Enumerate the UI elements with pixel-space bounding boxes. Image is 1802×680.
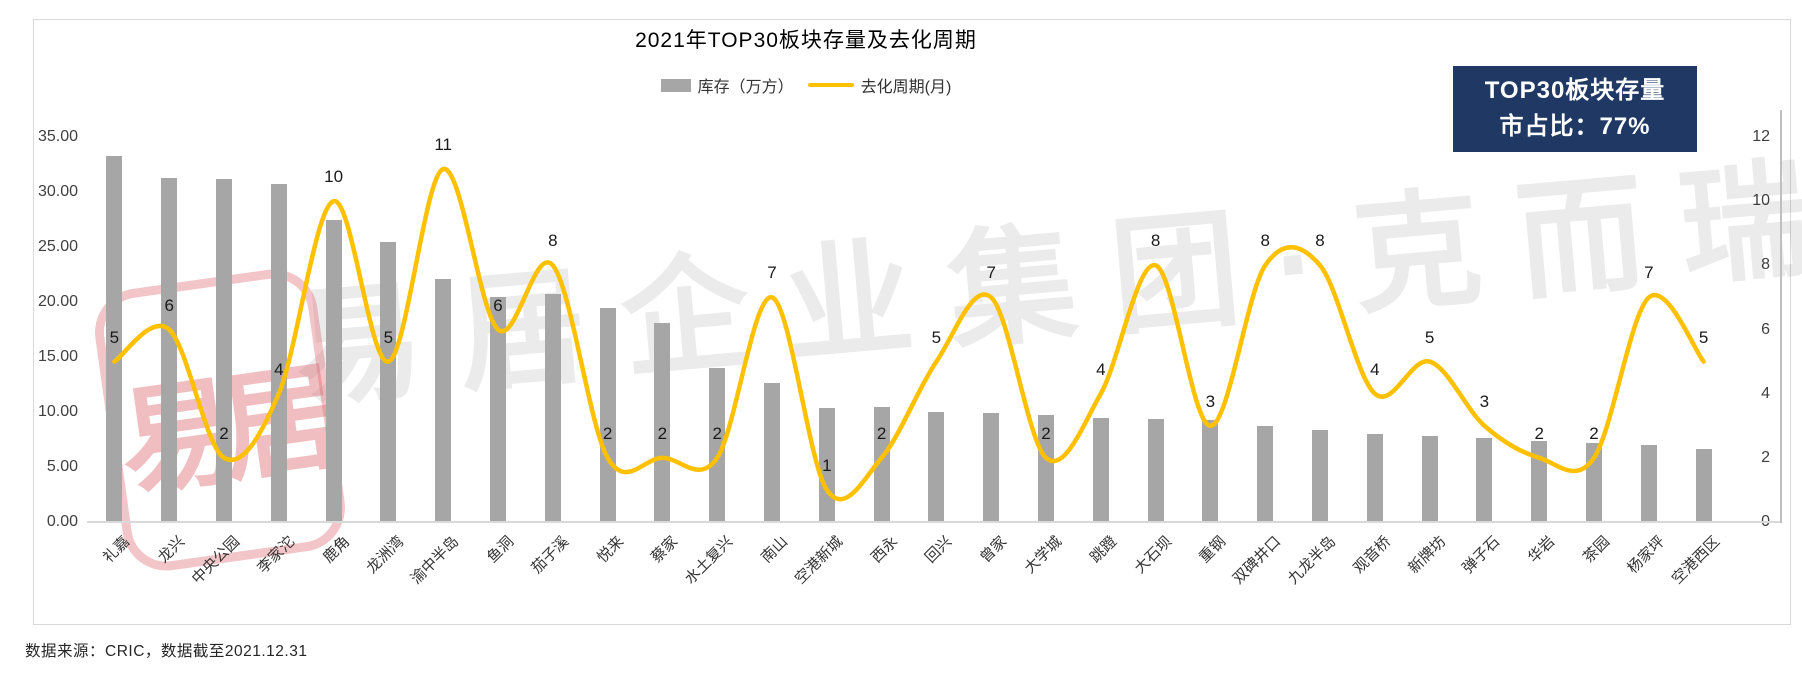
left-axis-tick: 15.00 <box>37 348 78 365</box>
cycle-data-label: 5 <box>1424 327 1435 347</box>
right-axis-tick: 4 <box>1761 384 1770 402</box>
inventory-bar <box>1366 434 1383 522</box>
cycle-data-label: 4 <box>274 359 284 379</box>
market-share-badge: TOP30板块存量 市占比：77% <box>1453 66 1697 152</box>
cycle-data-label: 8 <box>1260 231 1270 251</box>
inventory-bar <box>1202 419 1219 522</box>
cycle-data-label: 2 <box>1041 423 1051 443</box>
inventory-bar <box>873 406 890 522</box>
chart-border <box>33 19 1791 625</box>
cycle-data-label: 8 <box>1315 231 1325 251</box>
chart-title-band: 2021年TOP30板块存量及去化周期 <box>0 24 1612 54</box>
left-axis-tick: 25.00 <box>37 238 78 255</box>
inventory-bar <box>1421 436 1438 522</box>
left-axis-tick: 35.00 <box>37 128 78 145</box>
cycle-data-label: 4 <box>1370 359 1380 379</box>
cycle-data-label: 7 <box>986 263 996 283</box>
cycle-data-label: 2 <box>1534 423 1544 443</box>
legend-label-inventory: 库存（万方） <box>697 79 794 96</box>
cycle-data-label: 5 <box>383 327 394 347</box>
right-y-axis-line <box>1780 110 1782 523</box>
cycle-data-label: 2 <box>602 423 613 443</box>
cycle-data-label: 10 <box>324 167 344 187</box>
right-axis-tick: 6 <box>1761 320 1770 338</box>
legend-item-cycle[interactable]: 去化周期(月) <box>807 73 952 97</box>
cycle-data-label: 5 <box>931 327 942 347</box>
cycle-data-label: 2 <box>657 423 668 443</box>
inventory-bar <box>764 383 780 522</box>
line-series-swatch-icon <box>807 83 854 87</box>
inventory-bar <box>1038 415 1054 522</box>
cycle-data-label: 6 <box>493 295 503 315</box>
cycle-data-label: 4 <box>1096 359 1106 379</box>
cycle-data-label: 11 <box>434 135 453 155</box>
inventory-bar <box>709 368 726 522</box>
cycle-data-label: 6 <box>164 295 174 315</box>
cycle-data-label: 2 <box>219 423 229 443</box>
cycle-data-label: 7 <box>767 263 777 283</box>
legend-item-inventory[interactable]: 库存（万方） <box>660 73 794 97</box>
inventory-bar <box>544 294 561 522</box>
chart-legend: 库存（万方） 去化周期(月) <box>0 73 1612 97</box>
inventory-bar <box>325 219 342 522</box>
left-axis-tick: 10.00 <box>37 403 78 420</box>
left-axis-tick: 30.00 <box>37 183 78 200</box>
cycle-data-label: 2 <box>1589 423 1599 443</box>
inventory-bar <box>654 322 671 522</box>
bar-series-swatch-icon <box>660 78 691 92</box>
right-axis-tick: 10 <box>1752 192 1770 210</box>
cycle-data-label: 3 <box>1205 391 1216 411</box>
cycle-data-label: 5 <box>109 327 120 347</box>
left-axis-tick: 0.00 <box>46 513 78 530</box>
cycle-data-label: 8 <box>1150 231 1161 251</box>
cycle-data-label: 8 <box>548 231 558 251</box>
inventory-bar <box>1257 426 1274 522</box>
right-axis-tick: 8 <box>1761 256 1770 274</box>
inventory-bar <box>270 184 287 522</box>
badge-line1: TOP30板块存量 <box>1484 77 1666 104</box>
left-axis-tick: 5.00 <box>46 458 78 475</box>
inventory-bar <box>599 307 616 522</box>
legend-label-cycle: 去化周期(月) <box>860 79 952 96</box>
inventory-bar <box>435 278 452 522</box>
cycle-data-label: 5 <box>1698 327 1709 347</box>
right-axis-tick: 2 <box>1761 448 1770 466</box>
inventory-bar <box>161 177 178 522</box>
cycle-data-label: 7 <box>1644 263 1654 283</box>
inventory-bar <box>1312 429 1328 522</box>
inventory-bar <box>1640 445 1657 522</box>
badge-line2: 市占比：77% <box>1499 113 1651 140</box>
chart-title: 2021年TOP30板块存量及去化周期 <box>635 29 977 52</box>
source-note: 数据来源：CRIC，数据截至2021.12.31 <box>25 643 308 660</box>
inventory-bar <box>1476 438 1493 522</box>
cycle-data-label: 3 <box>1479 391 1490 411</box>
inventory-bar <box>106 155 123 522</box>
inventory-bar <box>1147 418 1164 522</box>
cycle-data-label: 1 <box>822 455 832 475</box>
cycle-line <box>112 166 1706 502</box>
cycle-data-label: 2 <box>876 423 887 443</box>
inventory-bar <box>1695 449 1712 522</box>
inventory-bar <box>380 241 397 522</box>
inventory-bar <box>928 412 945 522</box>
x-axis-line <box>87 521 1782 523</box>
inventory-bar <box>490 296 506 522</box>
right-axis-tick: 12 <box>1752 128 1770 145</box>
inventory-bar <box>216 178 232 522</box>
inventory-bar <box>983 413 1000 522</box>
cycle-data-label: 2 <box>712 423 722 443</box>
inventory-bar <box>1092 417 1109 522</box>
left-axis-tick: 20.00 <box>37 293 78 310</box>
